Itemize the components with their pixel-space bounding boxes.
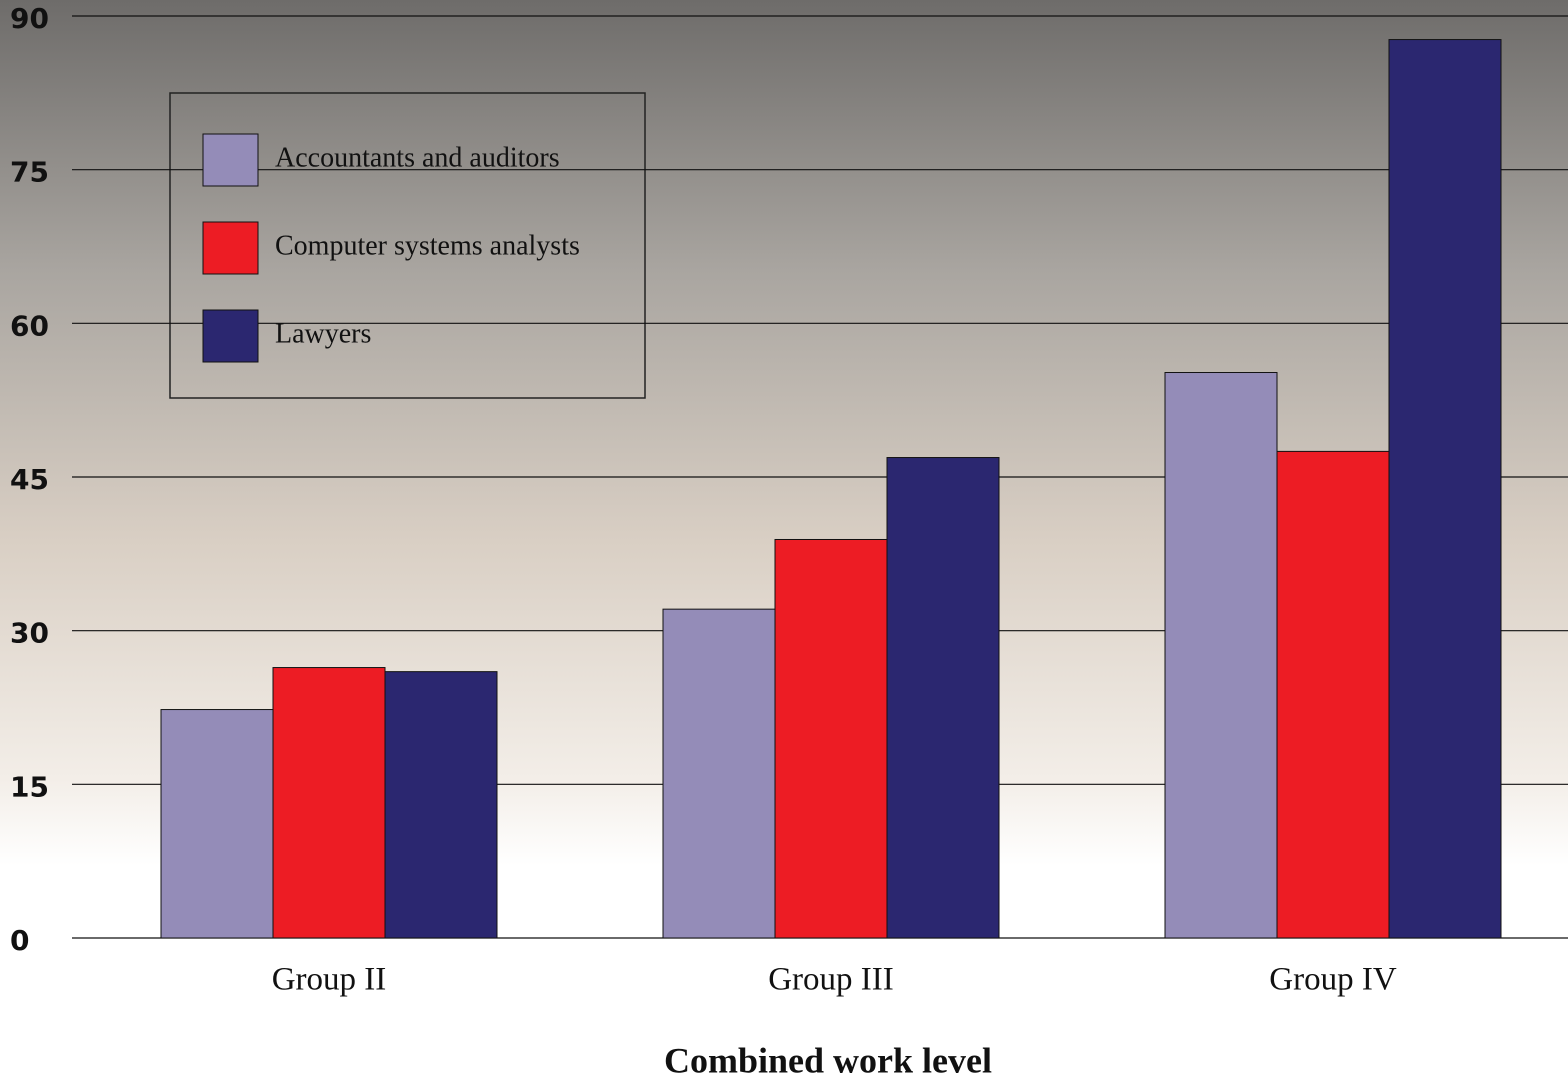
y-tick-label: 0: [10, 924, 29, 957]
y-tick-label: 75: [10, 156, 49, 189]
legend-swatch: [202, 221, 259, 275]
bar: [662, 608, 776, 939]
y-tick-label: 45: [10, 463, 49, 496]
x-tick-label: Group II: [272, 962, 387, 998]
legend-label: Accountants and auditors: [275, 142, 560, 173]
bar: [160, 709, 274, 939]
legend-box: [169, 92, 646, 399]
bar: [272, 667, 386, 939]
y-tick-label: 90: [10, 2, 49, 35]
bar: [886, 457, 1000, 939]
bar: [384, 671, 498, 939]
y-tick-label: 60: [10, 309, 49, 342]
bar: [1276, 450, 1390, 939]
y-tick-label: 15: [10, 770, 49, 803]
bar: [1388, 39, 1502, 939]
y-tick-label: 30: [10, 617, 49, 650]
bar: [774, 538, 888, 939]
legend-swatch: [202, 309, 259, 363]
x-tick-label: Group IV: [1269, 962, 1397, 998]
legend-swatch: [202, 133, 259, 187]
x-tick-label: Group III: [768, 962, 894, 998]
legend-label: Lawyers: [275, 318, 371, 349]
bar: [1164, 372, 1278, 939]
legend-label: Computer systems analysts: [275, 230, 580, 261]
x-axis-title: Combined work level: [664, 1040, 992, 1080]
